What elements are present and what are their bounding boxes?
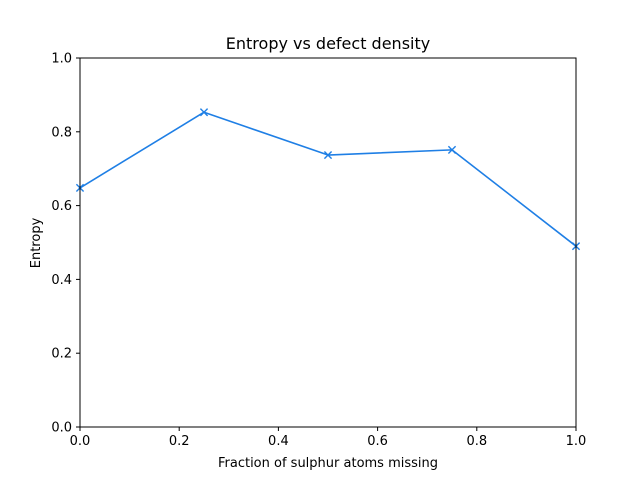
data-point-marker — [199, 108, 209, 117]
x-tick-label: 0.4 — [268, 434, 289, 449]
y-axis: 0.0 0.2 0.4 0.6 0.8 1.0 — [51, 52, 80, 436]
x-tick-label: 0.2 — [169, 434, 190, 449]
data-point-marker — [447, 145, 457, 154]
x-tick-label: 0.6 — [367, 434, 388, 449]
data-point-marker — [323, 150, 333, 160]
x-axis-label: Fraction of sulphur atoms missing — [218, 456, 438, 471]
axes-frame — [79, 57, 577, 428]
x-tick-label: 1.0 — [566, 434, 587, 449]
chart-title: Entropy vs defect density — [226, 34, 430, 53]
y-tick-label: 0.0 — [51, 421, 72, 436]
plot-area — [75, 108, 581, 251]
x-tick-label: 0.8 — [466, 434, 487, 449]
x-tick-label: 0.0 — [70, 434, 91, 449]
y-tick-label: 0.4 — [51, 273, 72, 288]
y-axis-label: Entropy — [29, 217, 44, 268]
x-axis: 0.0 0.2 0.4 0.6 0.8 1.0 — [70, 427, 587, 449]
y-tick-label: 1.0 — [51, 52, 72, 67]
y-tick-label: 0.2 — [51, 347, 72, 362]
y-tick-label: 0.6 — [51, 199, 72, 214]
y-tick-label: 0.8 — [51, 125, 72, 140]
